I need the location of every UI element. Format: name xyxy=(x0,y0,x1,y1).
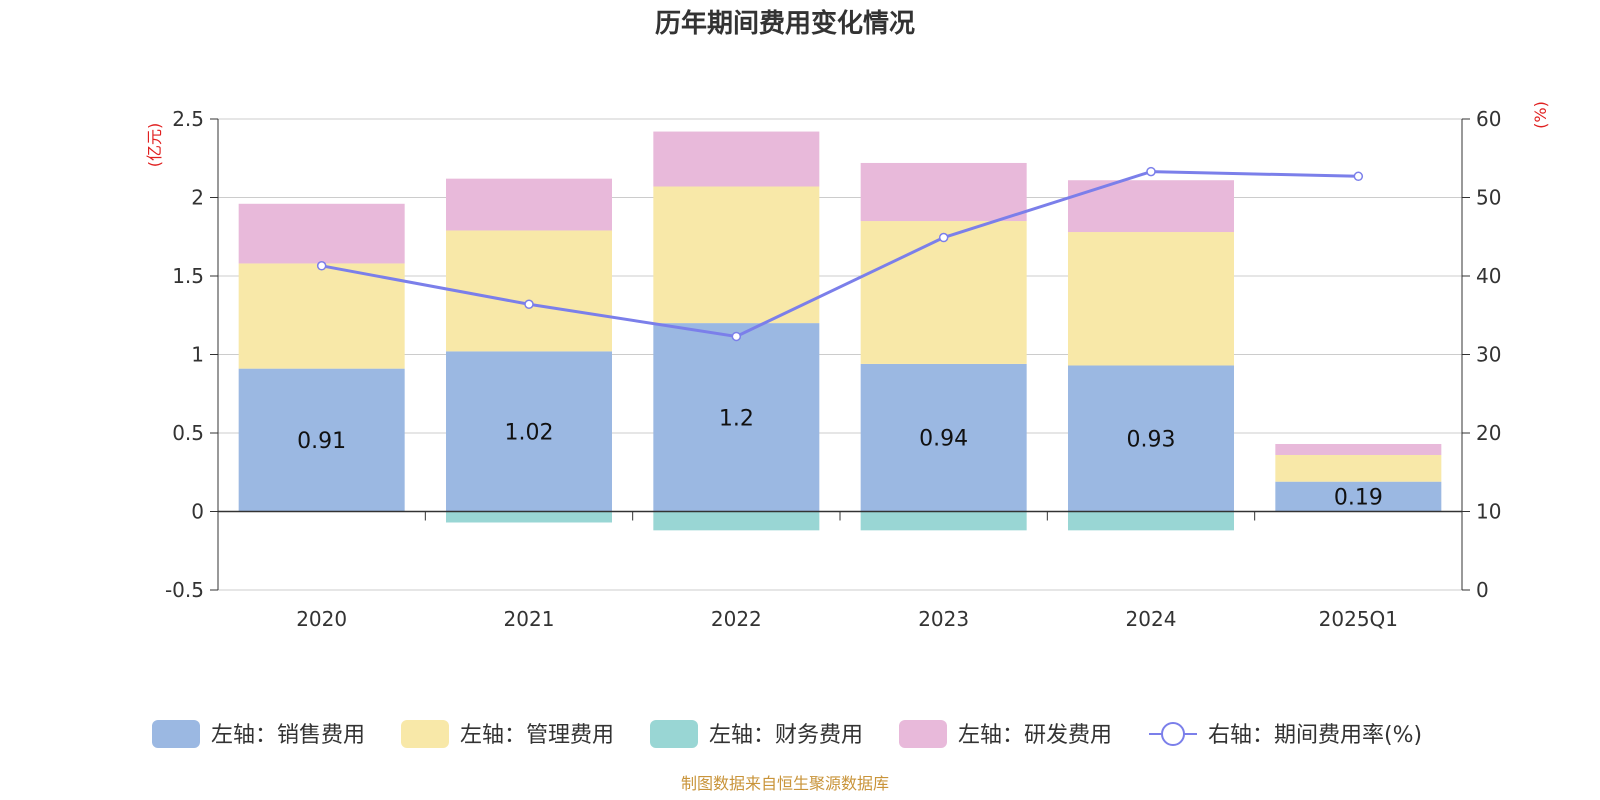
bar-segment xyxy=(860,221,1027,364)
legend-label: 右轴：期间费用率(%) xyxy=(1208,723,1422,748)
chart-title: 历年期间费用变化情况 xyxy=(655,8,915,39)
data-label: 1.02 xyxy=(505,420,554,445)
bar-segment xyxy=(860,511,1027,531)
x-tick-label: 2021 xyxy=(504,607,555,631)
rate-point xyxy=(938,232,949,243)
right-tick-label: 30 xyxy=(1476,343,1501,367)
data-label: 0.19 xyxy=(1334,486,1383,511)
left-tick-label: 0.5 xyxy=(172,421,204,445)
left-axis-unit: (亿元) xyxy=(145,123,164,168)
bar-segment xyxy=(238,263,405,369)
right-tick-label: 40 xyxy=(1476,264,1501,288)
legend-label: 左轴：管理费用 xyxy=(460,723,614,748)
bar-segment xyxy=(446,351,612,512)
left-tick-label: 0 xyxy=(191,500,204,524)
bar-segment xyxy=(446,511,612,523)
left-tick-label: 2.5 xyxy=(172,107,204,131)
rate-point xyxy=(1353,171,1364,182)
bar-segment xyxy=(653,186,820,324)
bar-segment xyxy=(653,323,820,512)
bar-segment xyxy=(1068,232,1234,366)
bar-segment xyxy=(446,178,612,231)
x-tick-label: 2024 xyxy=(1126,607,1177,631)
bar-segment xyxy=(653,511,820,531)
right-tick-label: 20 xyxy=(1476,421,1501,445)
right-tick-label: 10 xyxy=(1476,500,1501,524)
bar-segment xyxy=(1068,365,1234,512)
rate-point xyxy=(316,261,327,271)
x-tick-label: 2022 xyxy=(711,607,762,631)
bar-segment xyxy=(1068,180,1234,233)
x-tick-label: 2023 xyxy=(918,607,969,631)
bar-segment xyxy=(653,131,820,187)
bar-segment xyxy=(238,368,405,512)
right-axis-unit: (%) xyxy=(1531,101,1550,129)
data-label: 0.93 xyxy=(1127,427,1176,452)
rate-point xyxy=(524,299,534,310)
legend-marker xyxy=(1161,722,1185,746)
left-tick-label: -0.5 xyxy=(165,578,204,602)
data-label: 1.2 xyxy=(719,406,754,431)
data-label: 0.94 xyxy=(919,427,968,452)
bar-segment xyxy=(446,230,612,352)
rate-line xyxy=(316,166,1364,342)
rate-line-path xyxy=(321,170,1359,338)
grid-lines xyxy=(218,118,1462,591)
x-tick-label: 2025Q1 xyxy=(1319,607,1398,631)
bars xyxy=(238,131,1442,531)
legend-swatch xyxy=(401,720,449,748)
right-tick-label: 0 xyxy=(1476,578,1489,602)
axes: -0.5 0 0.5 1 1.5 2 2.5 0 10 20 30 40 50 60 2020 2021 202… xyxy=(165,107,1501,631)
rate-point xyxy=(731,331,742,342)
legend: 左轴：销售费用 左轴：管理费用 左轴：财务费用 左轴：研发费用 右轴：期间费用率(%) xyxy=(152,720,1422,748)
right-tick-label: 60 xyxy=(1476,107,1501,131)
data-labels: 0.91 1.02 1.2 0.94 0.93 0.19 xyxy=(297,406,1383,510)
rate-point xyxy=(1146,166,1156,177)
legend-swatch xyxy=(152,720,200,748)
bar-segment xyxy=(1068,511,1234,531)
left-tick-label: 1 xyxy=(191,343,204,367)
legend-swatch xyxy=(650,720,698,748)
legend-label: 左轴：销售费用 xyxy=(211,723,365,748)
x-tick-label: 2020 xyxy=(296,607,347,631)
left-tick-label: 2 xyxy=(191,186,204,210)
source-note: 制图数据来自恒生聚源数据库 xyxy=(681,774,889,793)
legend-label: 左轴：研发费用 xyxy=(958,723,1112,748)
bar-segment xyxy=(860,162,1027,222)
left-tick-label: 1.5 xyxy=(172,264,204,288)
data-label: 0.91 xyxy=(297,429,346,454)
bar-segment xyxy=(1275,443,1442,455)
legend-swatch xyxy=(899,720,947,748)
bar-segment xyxy=(1275,454,1442,482)
bar-segment xyxy=(238,203,405,264)
legend-label: 左轴：财务费用 xyxy=(709,723,863,748)
bar-segment xyxy=(860,363,1027,512)
bar-segment xyxy=(1275,481,1442,512)
right-tick-label: 50 xyxy=(1476,186,1501,210)
